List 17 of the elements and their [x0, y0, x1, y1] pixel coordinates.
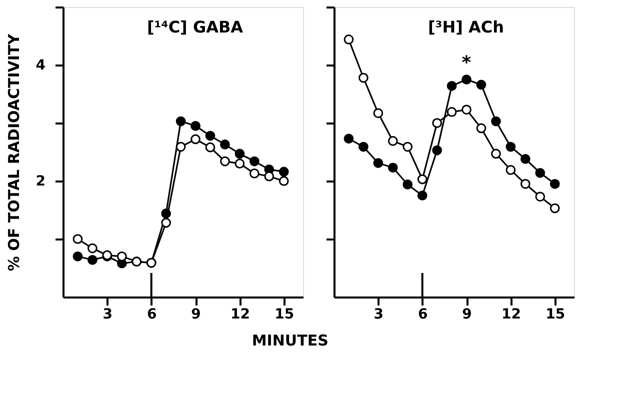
x-axis-title: MINUTES — [252, 332, 328, 350]
annotation: * — [462, 52, 472, 74]
text: [¹⁴C] GABA — [146, 17, 244, 36]
x-tick-label: 6 — [146, 306, 157, 322]
y-tick-label: 2 — [36, 174, 46, 190]
x-tick-label: 3 — [102, 306, 113, 322]
x-tick-label: 3 — [374, 306, 384, 322]
x-tick-label: 9 — [191, 306, 201, 322]
y-axis-title: % OF TOTAL RADIOACTIVITY — [4, 32, 23, 272]
x-tick-label: 15 — [546, 306, 566, 322]
x-tick-label: 15 — [274, 306, 294, 322]
x-tick-label: 12 — [501, 306, 521, 322]
x-tick-label: 12 — [230, 306, 250, 322]
y-tick-label: 4 — [36, 58, 46, 74]
text: [³H] ACh — [428, 17, 504, 36]
x-tick-label: 6 — [418, 306, 428, 322]
x-tick-label: 9 — [462, 306, 472, 322]
